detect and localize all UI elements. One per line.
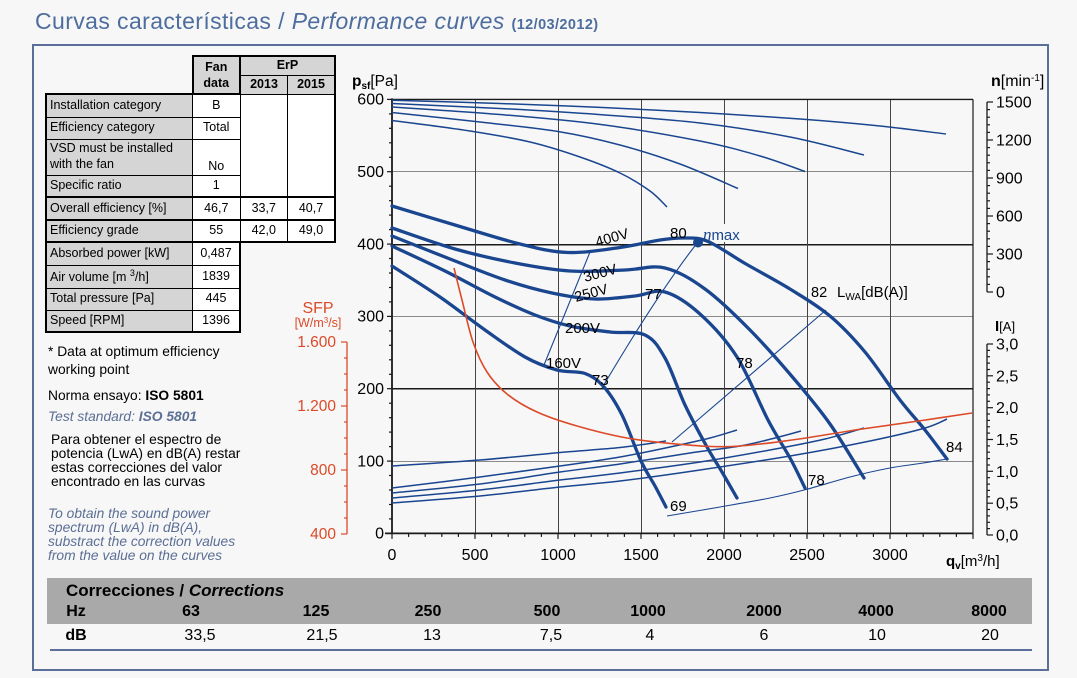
svg-text:84: 84 <box>946 439 963 456</box>
svg-text:1,0: 1,0 <box>996 464 1018 481</box>
svg-text:3,0: 3,0 <box>996 337 1018 354</box>
svg-text:73: 73 <box>592 372 609 389</box>
svg-text:500: 500 <box>462 547 489 564</box>
svg-text:3000: 3000 <box>872 547 908 564</box>
svg-text:2,5: 2,5 <box>996 368 1018 385</box>
svg-text:1000: 1000 <box>540 547 576 564</box>
svg-text:2,0: 2,0 <box>996 400 1018 417</box>
svg-text:82: 82 <box>811 285 827 301</box>
svg-text:78: 78 <box>736 355 753 372</box>
svg-text:ηmax: ηmax <box>703 225 740 244</box>
svg-text:300: 300 <box>996 247 1023 264</box>
svg-text:77: 77 <box>645 286 662 303</box>
svg-text:qv[m3/h]: qv[m3/h] <box>946 553 1000 572</box>
svg-text:78: 78 <box>808 472 825 489</box>
svg-text:SFP: SFP <box>302 300 333 317</box>
svg-text:0: 0 <box>375 526 384 543</box>
svg-text:500: 500 <box>357 164 384 181</box>
svg-text:200V: 200V <box>565 320 600 337</box>
svg-text:0,5: 0,5 <box>996 496 1018 513</box>
svg-text:LWA[dB(A)]: LWA[dB(A)] <box>837 284 908 303</box>
svg-text:1.200: 1.200 <box>297 398 336 415</box>
svg-text:600: 600 <box>357 92 384 109</box>
svg-text:800: 800 <box>310 462 336 479</box>
svg-text:[W/m3/s]: [W/m3/s] <box>295 316 342 330</box>
svg-text:0: 0 <box>388 547 397 564</box>
svg-text:200: 200 <box>357 381 384 398</box>
svg-text:0,0: 0,0 <box>996 528 1018 545</box>
svg-text:100: 100 <box>357 453 384 470</box>
svg-text:900: 900 <box>996 171 1023 188</box>
svg-text:1.600: 1.600 <box>297 334 336 351</box>
svg-text:0: 0 <box>996 285 1005 302</box>
svg-text:n[min-1]: n[min-1] <box>991 73 1044 90</box>
svg-text:160V: 160V <box>546 355 581 372</box>
svg-text:1,5: 1,5 <box>996 432 1018 449</box>
svg-text:400: 400 <box>310 526 336 543</box>
svg-text:400: 400 <box>357 236 384 253</box>
svg-text:250V: 250V <box>573 282 610 306</box>
svg-text:69: 69 <box>670 498 687 515</box>
svg-text:1200: 1200 <box>996 133 1032 150</box>
svg-text:2500: 2500 <box>789 547 825 564</box>
svg-text:600: 600 <box>996 209 1023 226</box>
svg-text:I[A]: I[A] <box>995 318 1015 335</box>
svg-text:1500: 1500 <box>623 547 659 564</box>
svg-text:80: 80 <box>670 225 687 242</box>
svg-text:psf[Pa]: psf[Pa] <box>352 73 398 92</box>
svg-text:2000: 2000 <box>706 547 742 564</box>
svg-text:300: 300 <box>357 309 384 326</box>
svg-text:1500: 1500 <box>996 95 1032 112</box>
